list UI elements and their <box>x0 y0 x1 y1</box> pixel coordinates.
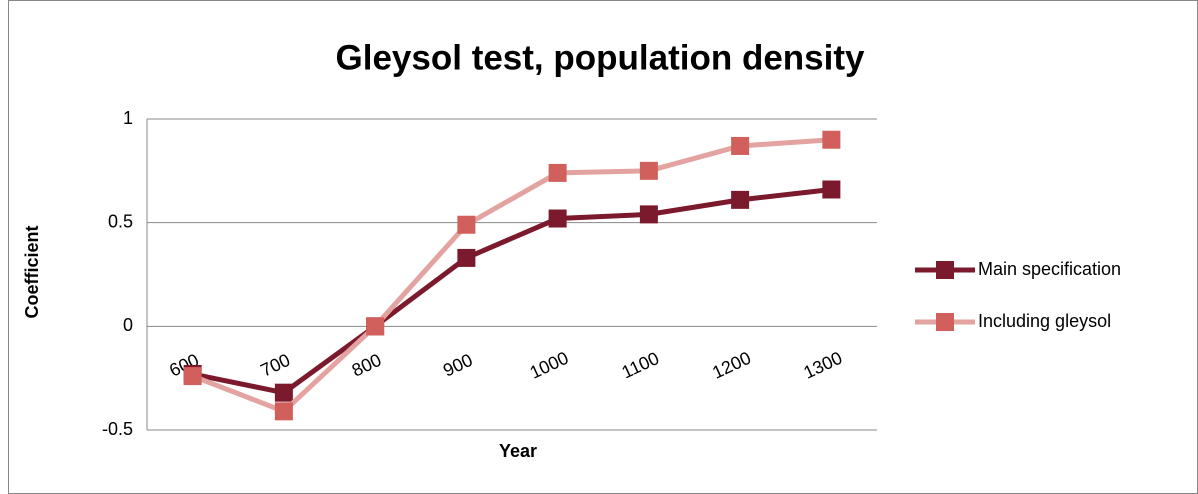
data-point <box>822 130 841 149</box>
x-axis-title: Year <box>499 441 537 461</box>
chart-title: Gleysol test, population density <box>336 38 865 77</box>
data-point <box>366 317 385 336</box>
data-point <box>639 161 658 180</box>
legend-label: Main specification <box>978 259 1121 279</box>
data-point <box>548 209 567 228</box>
legend-marker <box>936 261 954 279</box>
data-point <box>731 190 750 209</box>
data-point <box>274 402 293 421</box>
data-point <box>457 215 476 234</box>
series-line <box>191 137 832 414</box>
y-tick-label: 0 <box>123 315 133 335</box>
legend-marker <box>936 313 954 331</box>
y-axis-title: Coefficient <box>22 225 42 318</box>
y-tick-label: 0.5 <box>108 211 133 231</box>
legend-label: Including gleysol <box>978 311 1111 331</box>
chart-frame <box>8 0 1198 494</box>
data-point <box>457 248 476 267</box>
data-point <box>639 205 658 224</box>
data-point <box>548 163 567 182</box>
data-point <box>274 383 293 402</box>
data-point <box>731 136 750 155</box>
data-point <box>822 180 841 199</box>
y-tick-label: 1 <box>123 108 133 128</box>
data-point <box>183 367 202 386</box>
series-line <box>192 187 832 396</box>
y-tick-label: -0.5 <box>102 419 133 439</box>
